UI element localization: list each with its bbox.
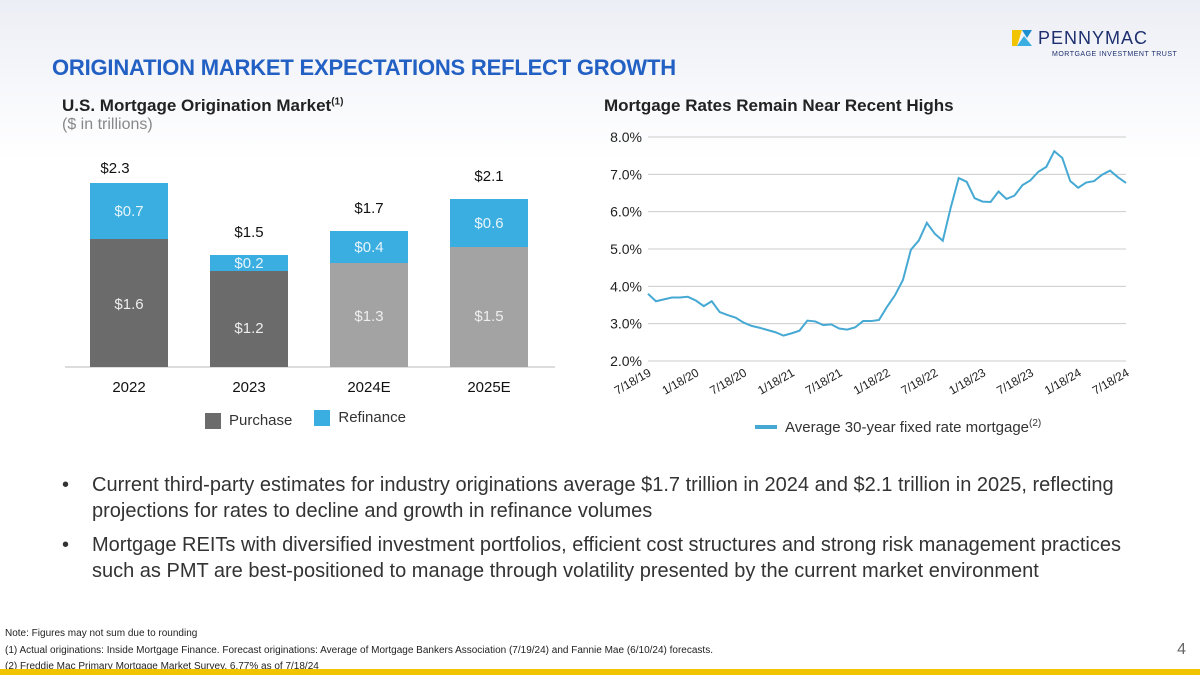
bullet-item: Mortgage REITs with diversified investme… <box>62 532 1152 584</box>
x-tick-label: 7/18/20 <box>707 365 749 397</box>
bar-purchase <box>90 239 168 367</box>
line-swatch <box>755 425 777 429</box>
bar-purchase <box>210 271 288 367</box>
y-tick-label: 5.0% <box>610 241 642 257</box>
pennymac-logo: PENNYMAC MORTGAGE INVESTMENT TRUST <box>1012 28 1178 58</box>
refinance-label: $0.4 <box>354 239 383 256</box>
category-label: 2023 <box>232 379 265 396</box>
bar-refinance <box>330 231 408 263</box>
purchase-swatch <box>205 412 221 429</box>
y-tick-label: 2.0% <box>610 353 642 369</box>
x-tick-label: 7/18/23 <box>994 365 1036 397</box>
purchase-label: $1.6 <box>114 296 143 313</box>
x-tick-label: 7/18/22 <box>899 365 941 397</box>
x-tick-label: 1/18/21 <box>755 365 797 397</box>
bar-legend: Purchase Refinance <box>205 409 406 429</box>
bar-refinance <box>90 183 168 239</box>
page-title: ORIGINATION MARKET EXPECTATIONS REFLECT … <box>52 55 676 80</box>
purchase-label: $1.3 <box>354 308 383 325</box>
y-tick-label: 4.0% <box>610 278 642 294</box>
bar-purchase <box>450 247 528 367</box>
bullet-item: Current third-party estimates for indust… <box>62 472 1152 524</box>
footer-bar <box>0 669 1200 675</box>
category-label: 2022 <box>112 379 145 396</box>
purchase-label: $1.5 <box>474 308 503 325</box>
footnote-1: (1) Actual originations: Inside Mortgage… <box>5 645 713 656</box>
svg-text:MORTGAGE INVESTMENT TRUST: MORTGAGE INVESTMENT TRUST <box>1052 51 1178 58</box>
y-tick-label: 7.0% <box>610 166 642 182</box>
refinance-swatch <box>314 409 331 426</box>
svg-text:PENNYMAC: PENNYMAC <box>1038 28 1148 48</box>
x-tick-label: 7/18/19 <box>612 365 654 397</box>
footnote-2: (2) Freddie Mac Primary Mortgage Market … <box>5 661 319 672</box>
total-label: $1.5 <box>234 224 263 241</box>
bar-refinance <box>450 199 528 247</box>
x-tick-label: 1/18/22 <box>851 365 893 397</box>
bar-refinance <box>210 255 288 271</box>
mortgage-rate-line-chart: 2.0%3.0%4.0%5.0%6.0%7.0%8.0%7/18/19 1/18/… <box>610 129 1132 398</box>
rate-line <box>647 149 1127 337</box>
bullet-list: Current third-party estimates for indust… <box>62 472 1152 592</box>
category-label: 2024E <box>347 379 390 396</box>
y-tick-label: 8.0% <box>610 129 642 145</box>
x-tick-label: 1/18/24 <box>1042 365 1084 397</box>
bar-chart-subtitle: ($ in trillions) <box>62 116 153 133</box>
page-number: 4 <box>1177 641 1186 658</box>
legend-purchase: Purchase <box>229 412 293 429</box>
total-label: $1.7 <box>354 200 383 217</box>
bar-purchase <box>330 263 408 367</box>
legend-rate: Average 30-year fixed rate mortgage(2) <box>785 418 1042 436</box>
legend-refinance: Refinance <box>338 409 406 426</box>
total-label: $2.1 <box>474 168 503 185</box>
refinance-label: $0.7 <box>114 203 143 220</box>
bar-chart-title: U.S. Mortgage Origination Market(1) <box>62 96 344 115</box>
x-tick-label: 1/18/23 <box>946 365 988 397</box>
y-tick-label: 6.0% <box>610 204 642 220</box>
refinance-label: $0.2 <box>234 255 263 272</box>
footnote-note: Note: Figures may not sum due to roundin… <box>5 628 198 639</box>
y-tick-label: 3.0% <box>610 316 642 332</box>
refinance-label: $0.6 <box>474 215 503 232</box>
x-tick-label: 7/18/21 <box>803 365 845 397</box>
total-label: $2.3 <box>100 160 129 177</box>
x-tick-label: 1/18/20 <box>660 365 702 397</box>
line-legend: Average 30-year fixed rate mortgage(2) <box>755 418 1041 436</box>
category-label: 2025E <box>467 379 510 396</box>
x-tick-label: 7/18/24 <box>1090 365 1132 397</box>
purchase-label: $1.2 <box>234 320 263 337</box>
origination-bar-chart: $1.6 $0.7 $2.3 2022 $1.2 $0.2 $1.5 2023 $1.3 $0.4… <box>65 160 555 396</box>
line-chart-title: Mortgage Rates Remain Near Recent Highs <box>604 96 954 115</box>
